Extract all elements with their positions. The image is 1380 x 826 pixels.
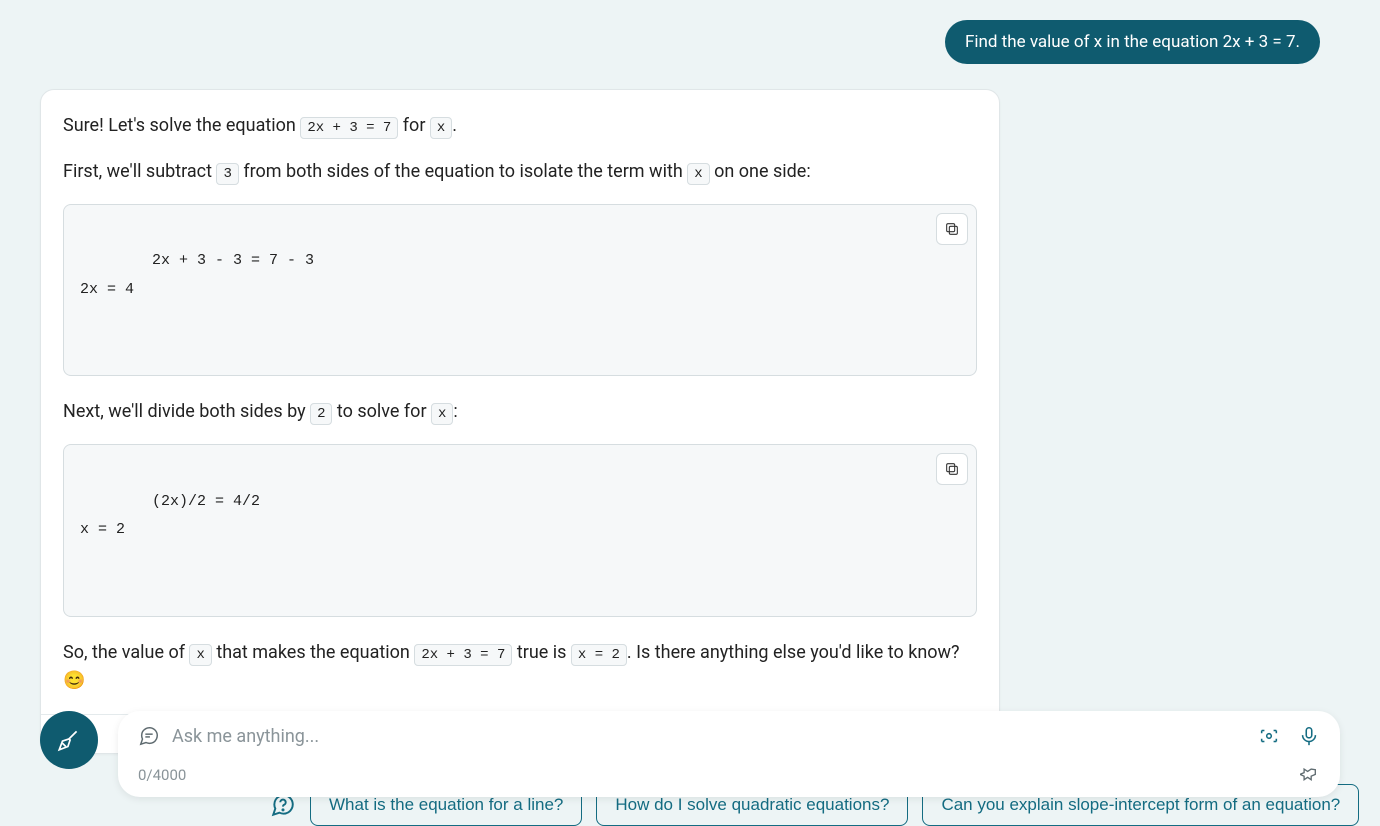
inline-code: x bbox=[431, 403, 453, 425]
inline-code: x = 2 bbox=[571, 644, 627, 666]
inline-code: x bbox=[430, 117, 452, 139]
assistant-response-card: Sure! Let's solve the equation 2x + 3 = … bbox=[40, 89, 1000, 754]
code-block-content: (2x)/2 = 4/2 x = 2 bbox=[80, 493, 260, 539]
inline-code: 3 bbox=[216, 163, 238, 185]
assistant-paragraph-3: Next, we'll divide both sides by 2 to so… bbox=[63, 398, 977, 426]
copy-icon bbox=[944, 221, 960, 237]
code-block-1: 2x + 3 - 3 = 7 - 3 2x = 4 bbox=[63, 204, 977, 377]
assistant-paragraph-4: So, the value of x that makes the equati… bbox=[63, 639, 977, 695]
microphone-icon[interactable] bbox=[1298, 725, 1320, 747]
chat-icon bbox=[138, 725, 160, 747]
inline-code: x bbox=[687, 163, 709, 185]
code-block-content: 2x + 3 - 3 = 7 - 3 2x = 4 bbox=[80, 252, 314, 298]
new-topic-button[interactable] bbox=[40, 711, 98, 769]
inline-code: 2x + 3 = 7 bbox=[300, 117, 398, 139]
assistant-paragraph-1: Sure! Let's solve the equation 2x + 3 = … bbox=[63, 112, 977, 140]
inline-code: 2x + 3 = 7 bbox=[414, 644, 512, 666]
image-search-icon[interactable] bbox=[1258, 725, 1280, 747]
user-message-bubble: Find the value of x in the equation 2x +… bbox=[945, 20, 1320, 64]
input-placeholder: Ask me anything... bbox=[172, 726, 1246, 747]
input-row: Ask me anything... 0/4000 bbox=[40, 711, 1340, 797]
inline-code: 2 bbox=[310, 403, 332, 425]
char-counter: 0/4000 bbox=[138, 766, 186, 784]
code-block-2: (2x)/2 = 4/2 x = 2 bbox=[63, 444, 977, 617]
broom-icon bbox=[56, 727, 82, 753]
copy-button[interactable] bbox=[936, 213, 968, 245]
assistant-paragraph-2: First, we'll subtract 3 from both sides … bbox=[63, 158, 977, 186]
user-message-text: Find the value of x in the equation 2x +… bbox=[965, 32, 1300, 52]
message-input-box[interactable]: Ask me anything... 0/4000 bbox=[118, 711, 1340, 797]
inline-code: x bbox=[189, 644, 211, 666]
copy-icon bbox=[944, 461, 960, 477]
copy-button[interactable] bbox=[936, 453, 968, 485]
assistant-response-body: Sure! Let's solve the equation 2x + 3 = … bbox=[41, 90, 999, 714]
pin-icon[interactable] bbox=[1300, 765, 1320, 785]
